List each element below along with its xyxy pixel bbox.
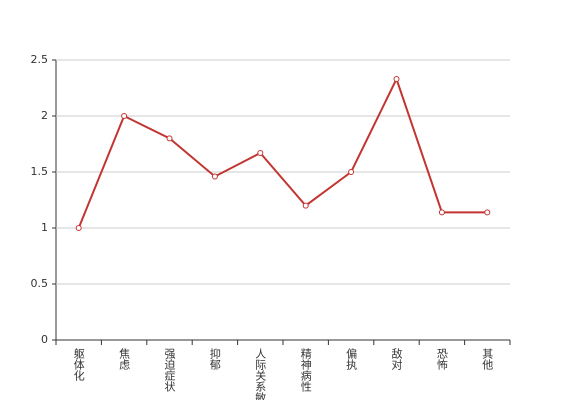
x-tick-label: 其他 xyxy=(481,348,494,370)
line xyxy=(77,76,488,229)
point xyxy=(348,169,355,175)
y-tick-label: 2 xyxy=(41,109,48,122)
x-tick-label: 人际关系敏感 xyxy=(254,348,267,400)
point xyxy=(121,113,128,119)
point xyxy=(211,173,218,180)
point xyxy=(484,209,491,216)
x-tick-label: 偏执 xyxy=(345,347,358,371)
y-tick-label: 1.5 xyxy=(31,165,49,178)
x-tick-label: 焦虑 xyxy=(118,348,131,370)
y-tick-label: 1 xyxy=(41,221,48,234)
x-tick-label: 强迫症状 xyxy=(163,348,176,392)
x-tick-label: 精神病性 xyxy=(299,348,312,393)
point xyxy=(302,202,309,209)
y-tick-label: 2.5 xyxy=(31,53,49,66)
x-tick-label: 抑郁 xyxy=(208,347,221,370)
y-tick-label: 0.5 xyxy=(31,277,49,290)
x-tick-label: 恐怖 xyxy=(435,348,448,370)
point xyxy=(257,149,264,156)
point xyxy=(166,135,173,142)
point xyxy=(393,76,400,83)
y-tick-label: 0 xyxy=(41,333,48,346)
x-tick-label: 躯体化 xyxy=(72,348,85,382)
point xyxy=(438,209,445,216)
point xyxy=(75,225,82,231)
x-tick-label: 敌对 xyxy=(390,347,403,370)
